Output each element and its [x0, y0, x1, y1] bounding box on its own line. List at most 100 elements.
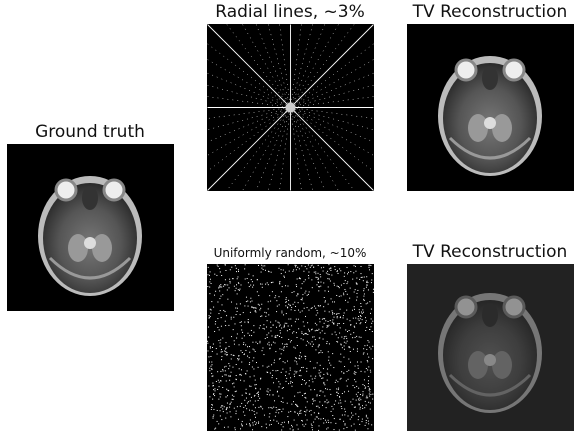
- sample-dot: [255, 401, 256, 402]
- sample-dot: [269, 394, 270, 395]
- sample-dot: [323, 382, 324, 383]
- sample-dot: [235, 429, 236, 430]
- sample-dot: [283, 426, 284, 427]
- sample-dot: [248, 322, 249, 323]
- sample-dot: [236, 338, 237, 339]
- sample-dot: [308, 275, 309, 276]
- sample-dot: [215, 323, 216, 324]
- sample-dot: [344, 336, 345, 337]
- sample-dot: [347, 294, 348, 295]
- sample-dot: [301, 331, 302, 332]
- sample-dot: [337, 286, 338, 287]
- sample-dot: [345, 300, 346, 301]
- sample-dot: [226, 409, 227, 410]
- sample-dot: [282, 343, 283, 344]
- sample-dot: [344, 414, 345, 415]
- sample-dot: [344, 312, 345, 313]
- sample-dot: [369, 393, 370, 394]
- sample-dot: [354, 407, 355, 408]
- sample-dot: [260, 308, 261, 309]
- sample-dot: [231, 354, 232, 355]
- sample-dot: [296, 295, 297, 296]
- sample-dot: [247, 356, 248, 357]
- sample-dot: [330, 422, 331, 423]
- sample-dot: [365, 425, 366, 426]
- sample-dot: [310, 376, 311, 377]
- sample-dot: [330, 280, 331, 281]
- sample-dot: [259, 309, 260, 310]
- sample-dot: [338, 273, 339, 274]
- sample-dot: [249, 362, 250, 363]
- sample-dot: [219, 287, 220, 288]
- sample-dot: [291, 425, 292, 426]
- sample-dot: [251, 301, 252, 302]
- sample-dot: [255, 380, 256, 381]
- sample-dot: [259, 305, 260, 306]
- sample-dot: [345, 401, 346, 402]
- sample-dot: [328, 351, 329, 352]
- sample-dot: [259, 327, 260, 328]
- sample-dot: [214, 388, 215, 389]
- sample-dot: [213, 416, 214, 417]
- sample-dot: [298, 302, 299, 303]
- sample-dot: [276, 412, 277, 413]
- sample-dot: [213, 409, 214, 410]
- sample-dot: [278, 423, 279, 424]
- sample-dot: [255, 307, 256, 308]
- sample-dot: [367, 428, 368, 429]
- sample-dot: [275, 320, 276, 321]
- sample-dot: [235, 290, 236, 291]
- sample-dot: [328, 304, 329, 305]
- sample-dot: [236, 391, 237, 392]
- sample-dot: [338, 393, 339, 394]
- sample-dot: [267, 282, 268, 283]
- sample-dot: [315, 349, 316, 350]
- sample-dot: [207, 343, 208, 344]
- sample-dot: [218, 399, 219, 400]
- sample-dot: [370, 265, 371, 266]
- sample-dot: [208, 356, 209, 357]
- sample-dot: [267, 394, 268, 395]
- sample-dot: [352, 310, 353, 311]
- sample-dot: [254, 307, 255, 308]
- sample-dot: [212, 376, 213, 377]
- sample-dot: [339, 268, 340, 269]
- sample-dot: [357, 361, 358, 362]
- sample-dot: [288, 300, 289, 301]
- sample-dot: [299, 268, 300, 269]
- sample-dot: [280, 383, 281, 384]
- sample-dot: [283, 347, 284, 348]
- sample-dot: [294, 291, 295, 292]
- sample-dot: [357, 365, 358, 366]
- sample-dot: [281, 269, 282, 270]
- sample-dot: [348, 391, 349, 392]
- sample-dot: [218, 287, 219, 288]
- sample-dot: [365, 322, 366, 323]
- sample-dot: [250, 425, 251, 426]
- sample-dot: [371, 323, 372, 324]
- sample-dot: [368, 366, 369, 367]
- sample-dot: [341, 371, 342, 372]
- sample-dot: [330, 270, 331, 271]
- sample-dot: [217, 389, 218, 390]
- sample-dot: [352, 404, 353, 405]
- sample-dot: [368, 265, 369, 266]
- sample-dot: [308, 310, 309, 311]
- sample-dot: [263, 265, 264, 266]
- sample-dot: [328, 321, 329, 322]
- sample-dot: [360, 303, 361, 304]
- sample-dot: [240, 406, 241, 407]
- sample-dot: [288, 421, 289, 422]
- sample-dot: [358, 368, 359, 369]
- sample-dot: [318, 282, 319, 283]
- sample-dot: [317, 277, 318, 278]
- sample-dot: [215, 291, 216, 292]
- sample-dot: [232, 399, 233, 400]
- sample-dot: [220, 342, 221, 343]
- sample-dot: [355, 266, 356, 267]
- sample-dot: [239, 290, 240, 291]
- sample-dot: [253, 404, 254, 405]
- sample-dot: [319, 395, 320, 396]
- sample-dot: [233, 396, 234, 397]
- sample-dot: [366, 276, 367, 277]
